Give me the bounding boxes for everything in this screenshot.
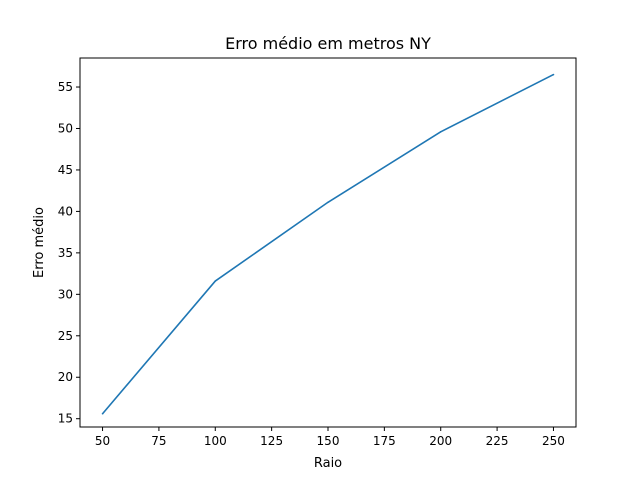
data-point [552,73,555,76]
x-tick-label: 75 [151,434,166,448]
y-axis-label: Erro médio [32,207,47,278]
data-point [327,201,329,204]
y-tick-label: 55 [58,80,73,94]
y-tick-label: 35 [58,246,73,260]
y-tick-label: 30 [58,287,73,301]
x-tick-label: 225 [486,434,509,448]
series-layer [101,73,555,415]
series-line-1 [101,73,554,415]
y-tick-label: 25 [58,329,73,343]
x-tick-label: 50 [95,434,110,448]
data-point [214,280,217,282]
x-tick-label: 175 [373,434,396,448]
x-axis: 50 75 100 125 150 175 200 225 250 [95,427,565,448]
y-tick-label: 50 [58,121,73,135]
x-tick-label: 200 [429,434,452,448]
data-point [101,412,104,415]
plot-frame [79,57,577,428]
data-point [439,131,442,133]
chart-title: Erro médio em metros NY [225,34,431,53]
x-axis-label: Raio [314,456,342,471]
x-tick-label: 125 [260,434,283,448]
y-tick-label: 20 [58,370,73,384]
plot-area [79,57,577,428]
y-tick-label: 40 [58,204,73,218]
y-axis: 15 20 25 30 35 40 45 50 55 [58,80,80,426]
y-tick-label: 45 [58,163,73,177]
x-tick-label: 250 [542,434,565,448]
y-tick-label: 15 [58,412,73,426]
x-tick-label: 100 [204,434,227,448]
x-tick-label: 150 [317,434,340,448]
